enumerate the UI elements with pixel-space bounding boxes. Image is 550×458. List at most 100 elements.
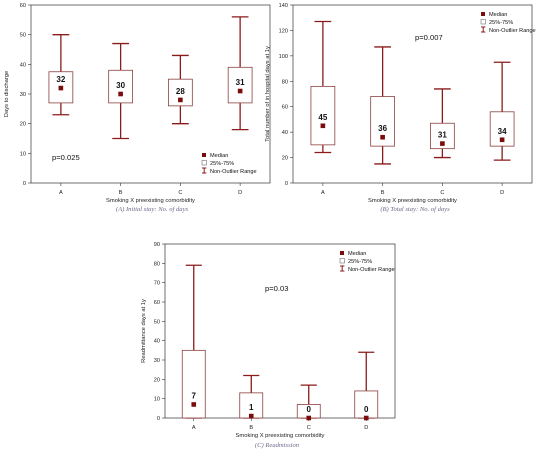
y-tick-label: 50 [20, 33, 26, 39]
median-label: 32 [56, 75, 65, 84]
y-tick-label: 90 [154, 242, 160, 248]
x-axis-label: Smoking X preexisting comorbidity [368, 198, 457, 204]
legend-range-label: Non-Outlier Range [348, 267, 395, 273]
x-tick-label: B [119, 190, 123, 196]
median-marker [440, 141, 445, 146]
iqr-box [227, 66, 253, 104]
box-C: 28 [168, 54, 193, 125]
legend-box-swatch [201, 160, 207, 166]
y-tick-label: 120 [279, 28, 288, 34]
median-label: 7 [192, 391, 197, 400]
panel-caption: (C) Readmission [255, 442, 300, 449]
y-axis-label: Days to discharge [4, 71, 10, 117]
x-tick-label: B [381, 190, 385, 196]
x-tick-label: D [364, 425, 368, 431]
legend-range-label: Non-Outlier Range [489, 28, 536, 34]
y-tick-label: 60 [20, 3, 26, 9]
x-axis-label: Smoking X preexisting comorbidity [106, 198, 195, 204]
y-tick-label: 20 [282, 156, 288, 162]
y-tick-label: 30 [154, 358, 160, 364]
x-tick-label: C [307, 425, 311, 431]
y-tick-label: 80 [154, 261, 160, 267]
y-tick-label: 40 [282, 130, 288, 136]
median-marker [248, 413, 254, 419]
y-tick-label: 50 [154, 319, 160, 325]
box-A: 45 [310, 20, 336, 154]
iqr-box [108, 69, 133, 104]
x-tick-label: C [440, 190, 444, 196]
p-value: p=0.025 [52, 153, 80, 162]
median-marker [118, 91, 123, 97]
box-B: 1 [239, 374, 264, 419]
x-tick-label: D [238, 190, 242, 196]
median-label: 45 [318, 113, 327, 122]
box-C: 0 [296, 384, 321, 421]
iqr-box [168, 78, 193, 107]
box-B: 36 [370, 46, 395, 165]
y-axis-label: Readmittance days at 1y [141, 299, 147, 363]
box-C: 31 [430, 88, 455, 159]
median-marker [237, 88, 243, 94]
panel-caption: (A) Initial stay: No. of days [116, 206, 189, 213]
median-label: 28 [176, 87, 185, 96]
chart-panel-0: 0 10 20 30 40 50 60 A B C D Smoking X preexisting c… [4, 3, 271, 213]
legend-median-label: Median [210, 153, 228, 159]
legend-median-label: Median [348, 251, 366, 257]
panel-caption: (B) Total stay: No. of days [380, 206, 450, 213]
median-label: 0 [307, 405, 312, 414]
y-tick-label: 0 [157, 416, 160, 422]
box-D: 0 [354, 351, 379, 421]
median-marker [380, 134, 385, 140]
legend-box-label: 25%-75% [489, 20, 513, 26]
legend-box-label: 25%-75% [210, 161, 234, 167]
y-tick-label: 0 [285, 181, 288, 187]
box-A: 32 [48, 34, 74, 116]
median-marker [306, 415, 312, 421]
y-tick-label: 30 [20, 92, 26, 98]
median-label: 36 [378, 124, 387, 133]
y-tick-label: 0 [23, 181, 26, 187]
median-marker [191, 402, 197, 407]
legend: Median 25%-75% Non-Outlier Range [201, 153, 257, 175]
plot-frame [292, 4, 533, 184]
median-marker [58, 85, 64, 91]
y-tick-label: 40 [20, 62, 26, 68]
x-tick-label: A [59, 190, 63, 196]
y-tick-label: 10 [20, 151, 26, 157]
median-marker [320, 123, 326, 129]
median-label: 0 [364, 405, 369, 414]
y-tick-label: 100 [279, 54, 288, 60]
iqr-box [181, 349, 206, 419]
plot-frame [164, 243, 396, 419]
legend-range-label: Non-Outlier Range [210, 169, 257, 175]
legend-median-swatch [340, 251, 344, 255]
y-tick-label: 20 [154, 377, 160, 383]
median-label: 30 [116, 81, 125, 90]
x-tick-label: C [178, 190, 182, 196]
median-label: 31 [236, 78, 245, 87]
y-axis-label: Total number of in hospital days at 1y [265, 46, 271, 142]
legend-box-swatch [339, 258, 345, 264]
x-tick-label: A [192, 425, 196, 431]
box-A: 7 [181, 264, 206, 419]
legend-median-swatch [202, 153, 206, 157]
y-tick-label: 40 [154, 339, 160, 345]
median-marker [363, 415, 369, 421]
box-D: 31 [227, 16, 253, 131]
median-label: 1 [249, 403, 254, 412]
x-tick-label: D [500, 190, 504, 196]
legend-median-swatch [481, 12, 485, 16]
y-tick-label: 10 [154, 397, 160, 403]
legend: Median 25%-75% Non-Outlier Range [339, 251, 395, 273]
median-marker [178, 97, 183, 103]
y-tick-label: 140 [279, 3, 288, 9]
y-tick-label: 60 [154, 300, 160, 306]
legend-box-label: 25%-75% [348, 259, 372, 265]
legend-box-swatch [480, 19, 486, 25]
legend: Median 25%-75% Non-Outlier Range [480, 12, 536, 34]
y-tick-label: 20 [20, 122, 26, 128]
box-D: 34 [489, 61, 515, 161]
median-label: 31 [438, 131, 447, 140]
iqr-box [370, 96, 395, 147]
